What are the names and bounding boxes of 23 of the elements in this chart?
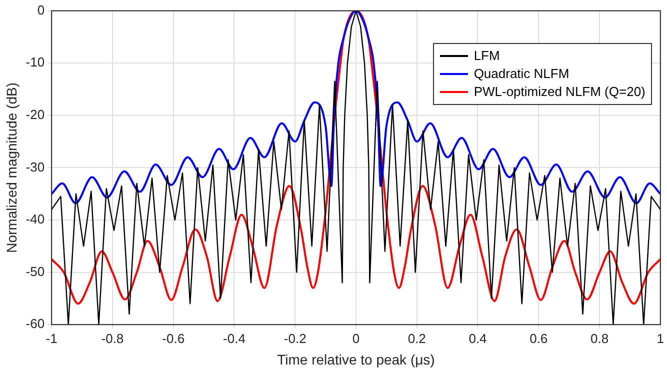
legend-label: PWL-optimized NLFM (Q=20)	[474, 82, 646, 101]
x-tick-label: 0.6	[530, 330, 548, 346]
y-axis-title: Normalized magnitude (dB)	[3, 82, 20, 253]
x-tick-label: 0.8	[590, 330, 609, 346]
x-tick-label: -0.4	[223, 330, 246, 346]
y-tick-label: -40	[26, 212, 45, 227]
x-tick-label: -0.6	[162, 330, 185, 346]
y-tick-label: 0	[37, 2, 45, 18]
x-tick-label: -1	[46, 330, 58, 346]
x-axis-title: Time relative to peak (μs)	[277, 351, 435, 368]
legend-label: LFM	[474, 46, 500, 65]
y-tick-label: -50	[26, 264, 45, 279]
x-tick-label: -0.8	[101, 330, 124, 346]
y-tick-label: -20	[26, 106, 45, 122]
x-tick-label: -0.2	[284, 330, 306, 346]
y-tick-label: -60	[26, 316, 45, 332]
legend-label: Quadratic NLFM	[474, 64, 570, 83]
x-tick-label: 0	[352, 330, 360, 346]
x-tick-label: 0.2	[408, 330, 426, 346]
x-tick-label: 0.4	[468, 330, 487, 346]
y-tick-label: -30	[26, 159, 45, 174]
y-tick-label: -10	[26, 54, 45, 70]
x-tick-label: 1	[656, 330, 664, 346]
